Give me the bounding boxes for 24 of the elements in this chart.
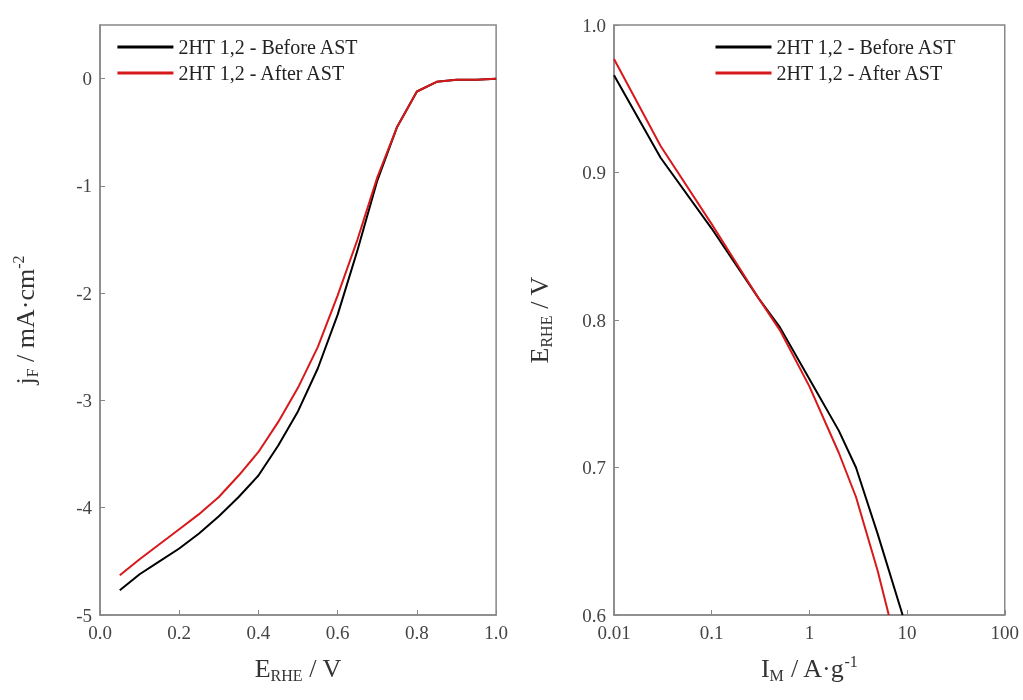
y-tick-label: -1 bbox=[76, 175, 92, 197]
y-tick-label: -3 bbox=[76, 389, 92, 411]
x-tick-label: 10 bbox=[897, 622, 917, 643]
x-tick-label: 0.2 bbox=[167, 622, 192, 643]
y-tick-label: -4 bbox=[76, 497, 93, 519]
legend-label: 2HT 1,2 - Before AST bbox=[178, 36, 358, 58]
x-tick-label: 1 bbox=[804, 622, 815, 643]
y-tick-label: 0.7 bbox=[582, 457, 606, 478]
y-axis-title: ERHE / V bbox=[524, 276, 555, 364]
y-tick-label: 0.9 bbox=[582, 162, 606, 183]
x-tick-label: 0.4 bbox=[246, 622, 271, 643]
legend-label: 2HT 1,2 - Before AST bbox=[776, 36, 956, 58]
x-tick-label: 0.8 bbox=[405, 622, 429, 643]
y-tick-label: 0.8 bbox=[582, 309, 606, 331]
y-axis-title: jF / mA·cm-2 bbox=[9, 255, 41, 386]
x-tick-label: 0.6 bbox=[325, 622, 350, 643]
legend-label: 2HT 1,2 - After AST bbox=[776, 62, 943, 84]
x-tick-label: 100 bbox=[990, 622, 1019, 643]
y-tick-label: -2 bbox=[76, 282, 92, 304]
x-tick-label: 0.1 bbox=[699, 622, 724, 643]
x-tick-label: 1.0 bbox=[484, 622, 508, 643]
y-tick-label: 1.0 bbox=[582, 14, 606, 36]
y-tick-label: 0 bbox=[82, 68, 92, 90]
legend-label: 2HT 1,2 - After AST bbox=[178, 62, 345, 84]
